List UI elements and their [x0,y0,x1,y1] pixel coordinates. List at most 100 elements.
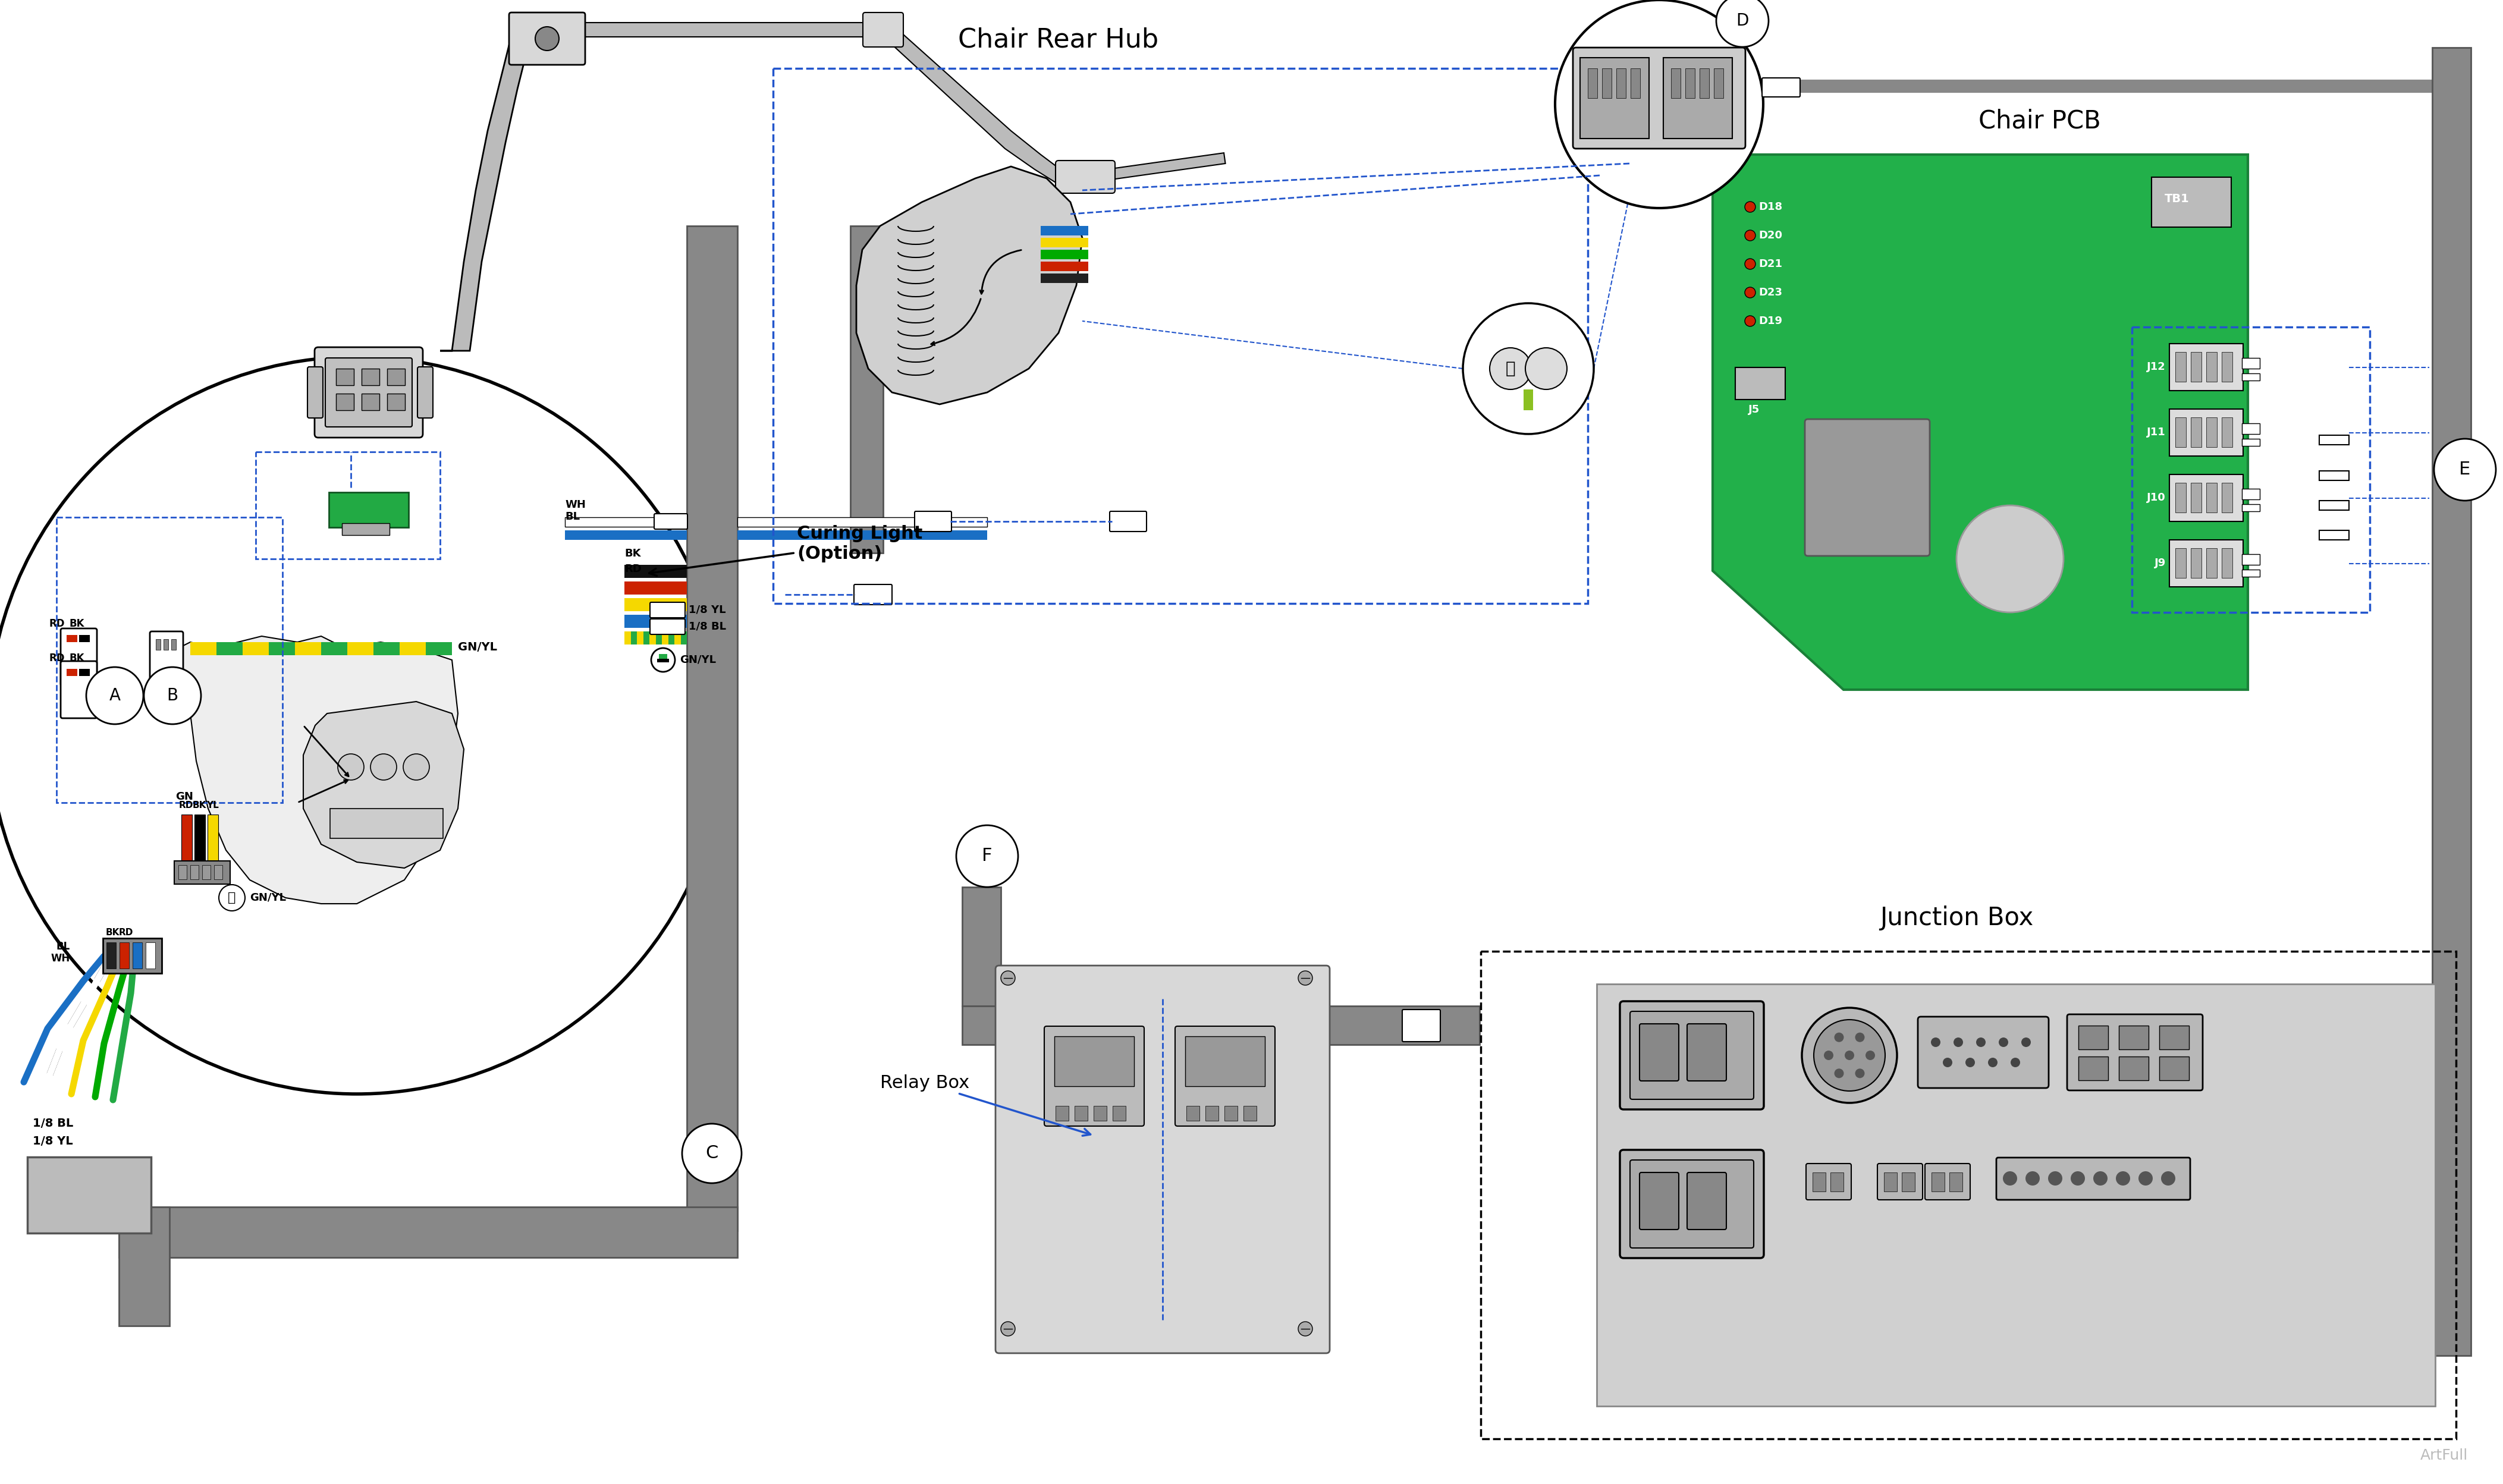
Bar [388,368,405,386]
Bar [180,815,193,862]
Bar [1715,68,1725,98]
FancyBboxPatch shape [914,512,951,531]
Circle shape [85,668,143,724]
Text: D20: D20 [1760,230,1782,240]
FancyBboxPatch shape [2170,344,2243,390]
Circle shape [1930,1037,1940,1048]
Circle shape [1957,506,2062,613]
Circle shape [1745,288,1755,298]
Text: ⏚: ⏚ [1504,361,1514,377]
Bar [961,887,1001,1006]
FancyBboxPatch shape [2170,540,2243,586]
Bar [58,518,283,803]
Bar [195,815,205,862]
Bar [190,643,215,656]
Circle shape [1299,1322,1312,1336]
Circle shape [143,668,200,724]
Bar [80,669,90,677]
Bar [120,942,130,969]
FancyBboxPatch shape [651,603,686,617]
Bar [1830,1172,1845,1192]
Bar [2243,570,2260,577]
Circle shape [1987,1058,1997,1067]
FancyBboxPatch shape [315,347,423,438]
Bar [335,368,353,386]
Circle shape [1825,1051,1832,1060]
Bar [2175,482,2185,512]
Bar [335,393,353,410]
Bar [2190,548,2203,577]
FancyBboxPatch shape [60,628,98,686]
Circle shape [1001,971,1016,985]
FancyBboxPatch shape [418,367,433,418]
Bar [215,865,223,880]
Circle shape [1554,0,1762,208]
Bar [2320,470,2348,481]
Bar [2243,423,2260,433]
Bar [1074,1106,1089,1120]
Circle shape [218,884,245,911]
Text: F: F [981,847,991,865]
Bar [360,368,380,386]
Polygon shape [881,22,1064,184]
Bar [178,865,188,880]
Text: RD: RD [178,801,193,810]
Bar [330,809,443,838]
Bar [400,643,426,656]
FancyBboxPatch shape [1579,58,1649,138]
Text: E: E [2460,462,2470,478]
FancyBboxPatch shape [1056,160,1114,193]
Circle shape [1835,1068,1845,1077]
Bar [1587,68,1597,98]
Bar [2320,500,2348,510]
Text: GN: GN [175,791,193,801]
Text: Junction Box: Junction Box [1880,905,2032,930]
Text: 1/8 BL: 1/8 BL [33,1117,73,1129]
Bar [2120,1057,2148,1080]
Text: J11: J11 [2148,427,2165,438]
Circle shape [2115,1171,2130,1186]
Bar [2243,358,2260,368]
Circle shape [1717,0,1770,47]
FancyBboxPatch shape [1664,58,1732,138]
Bar [2077,1057,2108,1080]
Bar [163,640,168,650]
Bar [2160,1025,2190,1049]
Bar [1041,261,1089,272]
FancyBboxPatch shape [175,861,230,884]
FancyBboxPatch shape [864,12,904,47]
Bar [343,524,390,536]
Bar [2243,505,2260,512]
FancyBboxPatch shape [1807,1163,1852,1199]
Circle shape [956,825,1019,887]
Circle shape [2010,1058,2020,1067]
FancyBboxPatch shape [1735,368,1785,399]
Bar [1902,1172,1915,1192]
Circle shape [370,754,395,781]
Circle shape [1524,347,1567,389]
Bar [686,226,738,1230]
Bar [658,659,668,662]
Text: WH: WH [50,953,70,963]
FancyBboxPatch shape [1805,418,1930,556]
Text: BK: BK [193,801,205,810]
Circle shape [1815,1020,1885,1091]
Bar [1672,68,1680,98]
Text: J5: J5 [1750,404,1760,416]
Polygon shape [856,166,1081,404]
Text: J10: J10 [2148,493,2165,503]
Bar [1106,153,1226,180]
Text: A: A [110,687,120,703]
Text: D18: D18 [1760,202,1782,212]
Bar [1041,226,1089,236]
Text: J9: J9 [2155,558,2165,568]
Circle shape [1745,316,1755,326]
Bar [566,518,686,527]
Bar [773,68,1587,604]
Circle shape [2138,1171,2153,1186]
Bar [2133,326,2370,613]
Text: RD: RD [623,564,641,574]
Bar [1602,68,1612,98]
Polygon shape [441,18,583,350]
Circle shape [2022,1037,2030,1048]
